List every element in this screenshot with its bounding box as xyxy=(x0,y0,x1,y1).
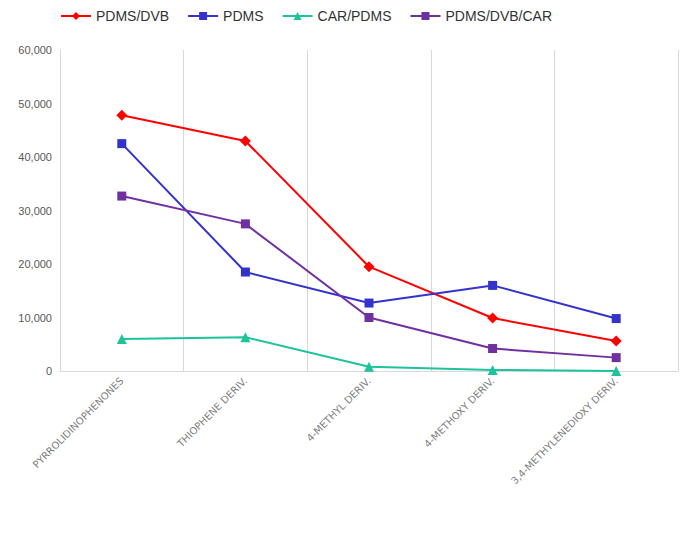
svg-text:3,4-METHYLENEDIOXY DERIV.: 3,4-METHYLENEDIOXY DERIV. xyxy=(509,375,620,486)
svg-text:50,000: 50,000 xyxy=(18,98,52,110)
svg-text:40,000: 40,000 xyxy=(18,151,52,163)
svg-text:CAR/PDMS: CAR/PDMS xyxy=(318,8,392,24)
svg-text:0: 0 xyxy=(46,365,52,377)
svg-text:PDMS/DVB: PDMS/DVB xyxy=(96,8,169,24)
svg-text:10,000: 10,000 xyxy=(18,312,52,324)
svg-text:THIOPHENE DERIV.: THIOPHENE DERIV. xyxy=(174,375,249,450)
svg-text:4-METHOXY DERIV.: 4-METHOXY DERIV. xyxy=(422,375,497,450)
svg-text:4-METHYL DERIV.: 4-METHYL DERIV. xyxy=(304,375,373,444)
svg-text:PDMS: PDMS xyxy=(223,8,263,24)
svg-text:20,000: 20,000 xyxy=(18,258,52,270)
svg-text:60,000: 60,000 xyxy=(18,44,52,56)
svg-text:PDMS/DVB/CAR: PDMS/DVB/CAR xyxy=(445,8,552,24)
svg-text:30,000: 30,000 xyxy=(18,205,52,217)
svg-text:PYRROLIDINOPHENONES: PYRROLIDINOPHENONES xyxy=(31,375,126,470)
